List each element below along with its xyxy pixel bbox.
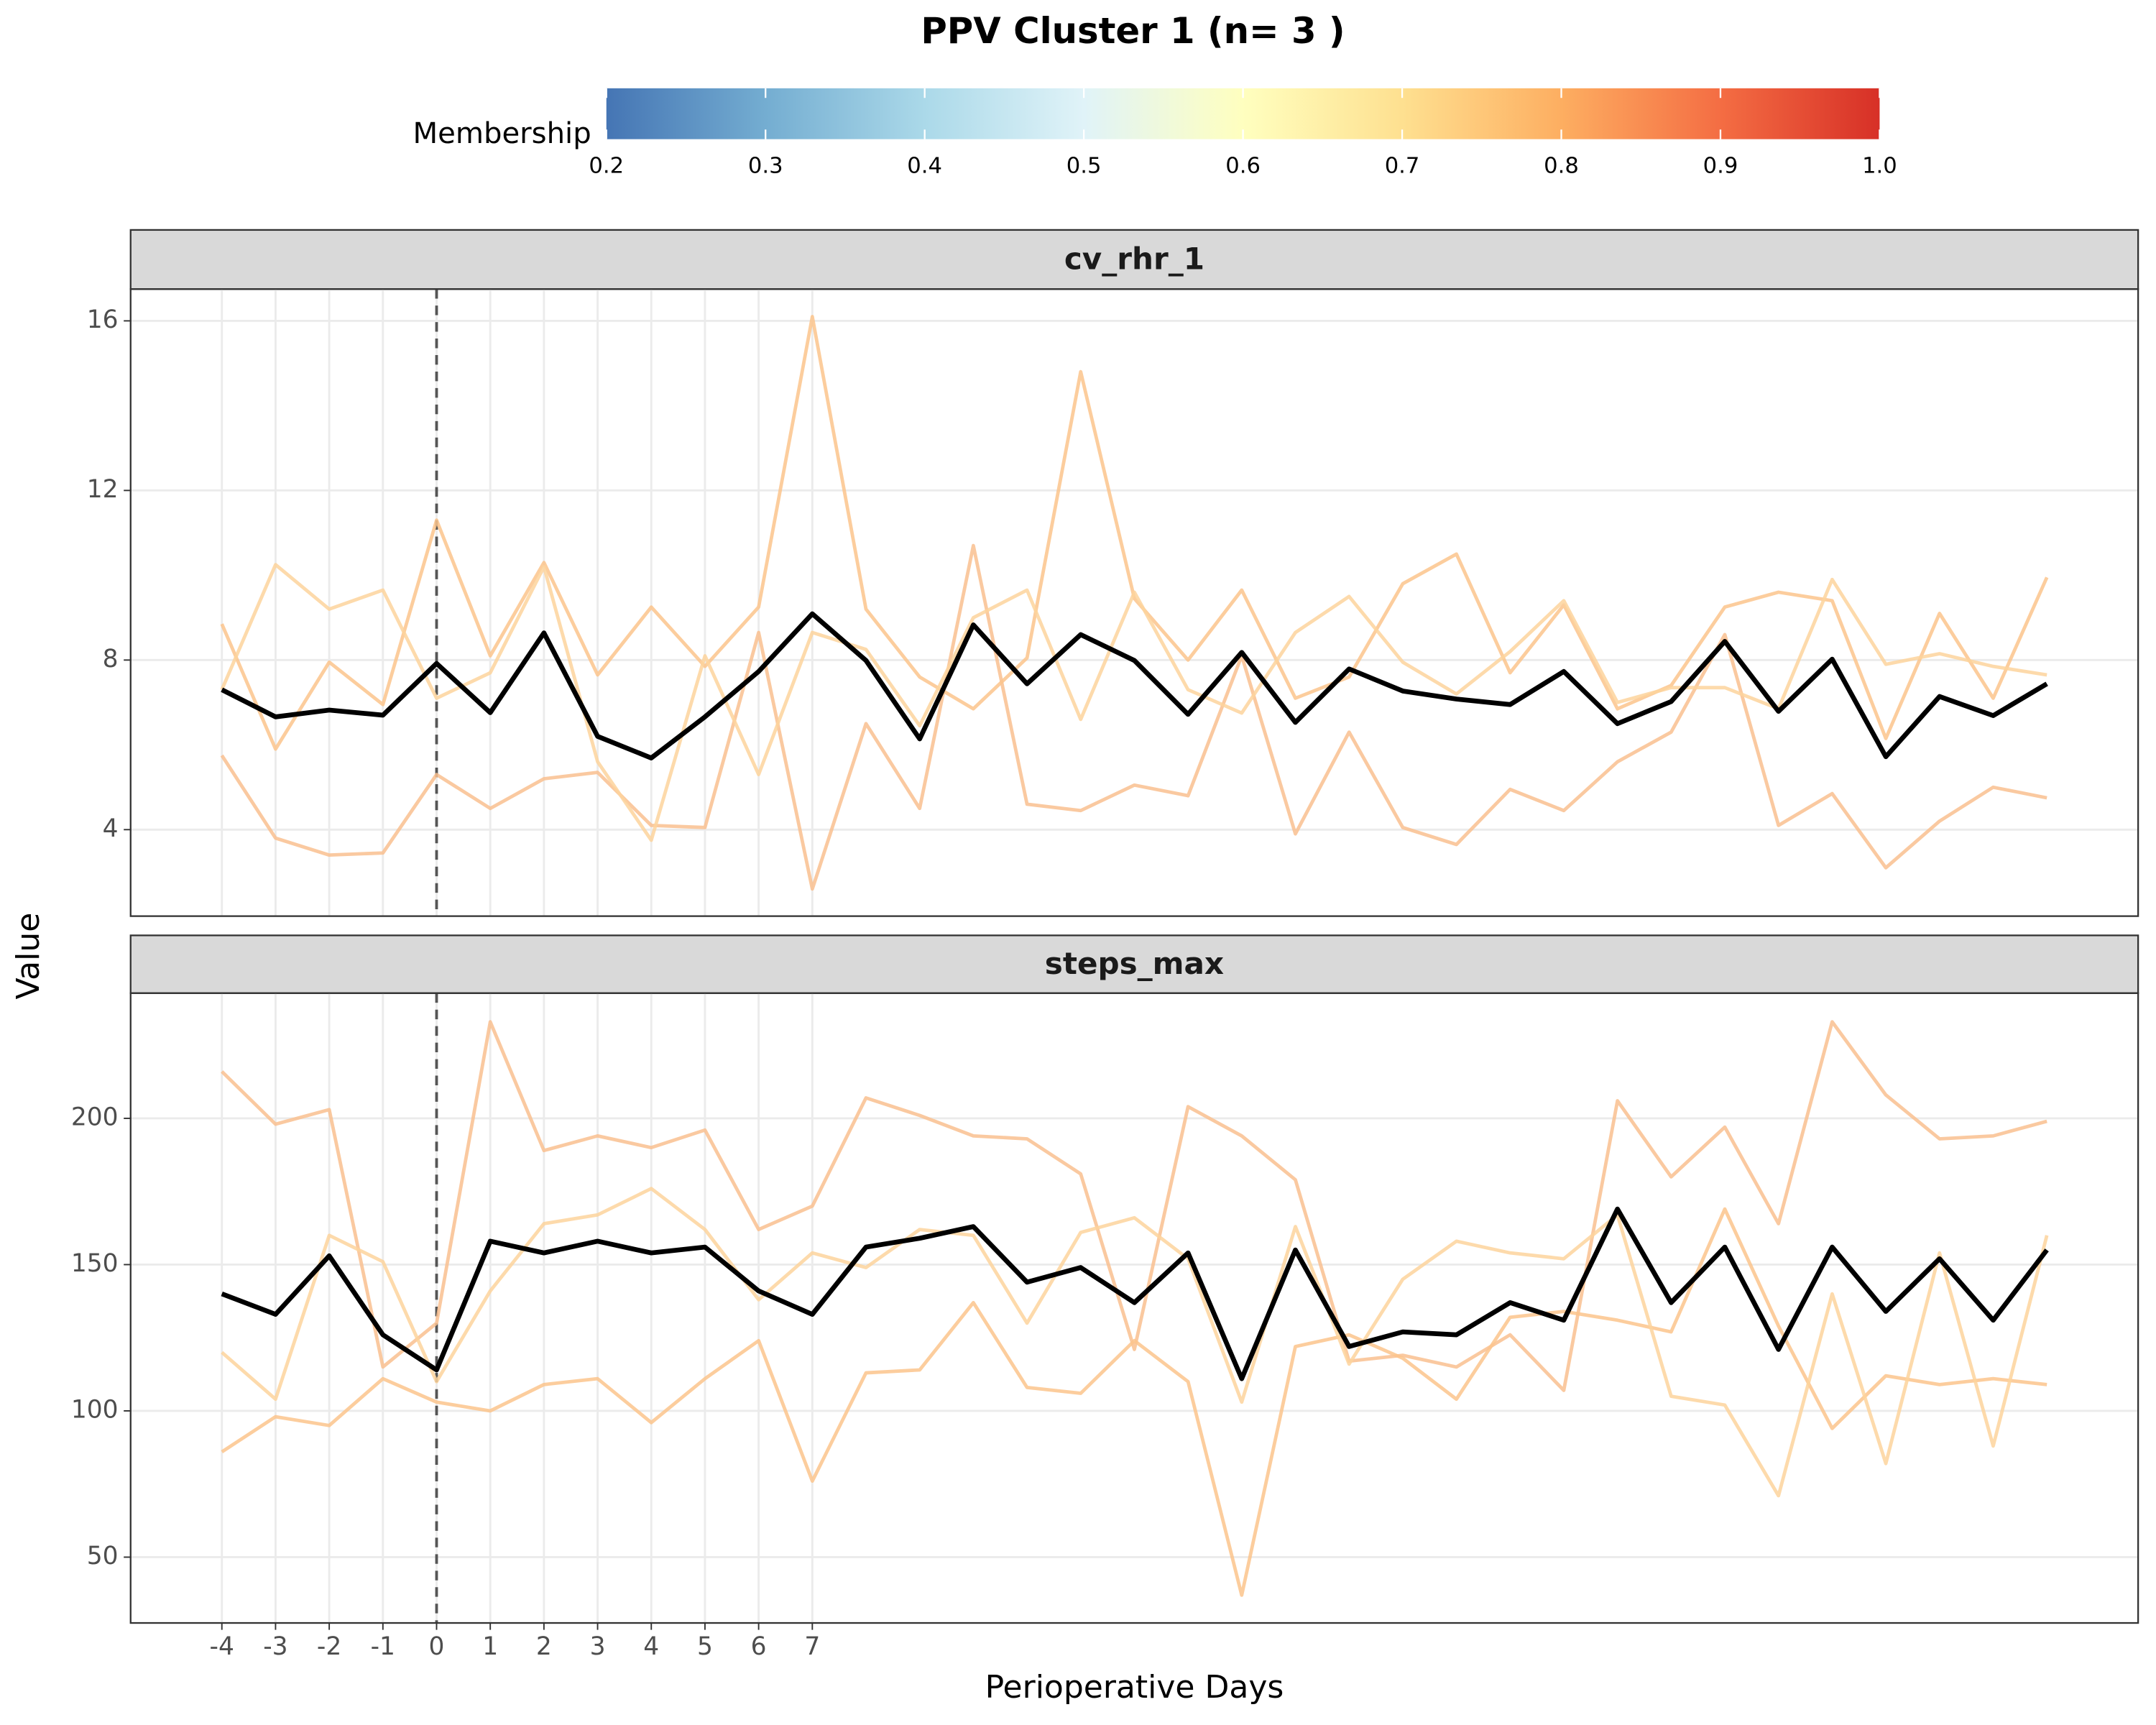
panel-title: cv_rhr_1 — [1064, 241, 1204, 276]
chart-title: PPV Cluster 1 (n= 3 ) — [921, 10, 1345, 52]
y-tick-label: 100 — [71, 1395, 119, 1424]
colorbar-tick-label: 0.5 — [1067, 153, 1102, 178]
x-tick-label: 5 — [697, 1632, 713, 1661]
x-tick-label: 7 — [804, 1632, 820, 1661]
y-axis-label: Value — [10, 913, 47, 1000]
panel-border — [129, 288, 2139, 917]
colorbar-tick-label: 1.0 — [1862, 153, 1897, 178]
x-tick-label: 6 — [751, 1632, 767, 1661]
colorbar-tick-label: 0.9 — [1703, 153, 1738, 178]
panel-title: steps_max — [1045, 946, 1224, 981]
x-tick-label: 2 — [536, 1632, 552, 1661]
panel-border — [129, 992, 2139, 1624]
colorbar-tick-label: 0.8 — [1544, 153, 1579, 178]
line — [220, 315, 2049, 751]
x-tick-label: 0 — [429, 1632, 445, 1661]
y-tick-label: 200 — [71, 1103, 119, 1131]
strip — [129, 229, 2139, 290]
y-tick-label: 16 — [87, 305, 119, 334]
y-tick-label: 50 — [87, 1542, 119, 1570]
colorbar-tick-label: 0.4 — [907, 153, 942, 178]
x-tick-label: 4 — [643, 1632, 659, 1661]
line — [221, 1020, 2047, 1392]
colorbar-tick-label: 0.2 — [589, 153, 624, 178]
x-tick-label: -4 — [210, 1632, 234, 1661]
x-tick-label: -2 — [317, 1632, 341, 1661]
x-tick-label: -3 — [263, 1632, 287, 1661]
x-tick-label: -1 — [371, 1632, 395, 1661]
y-tick-label: 150 — [71, 1249, 119, 1278]
colorbar-tick-label: 0.7 — [1385, 153, 1420, 178]
line — [220, 563, 2047, 842]
colorbar-tick-label: 0.3 — [748, 153, 783, 178]
y-tick-label: 8 — [103, 645, 119, 673]
line — [221, 1206, 2049, 1381]
strip — [129, 934, 2139, 994]
y-tick-label: 12 — [87, 475, 119, 504]
line — [221, 1207, 2047, 1597]
x-axis-label: Perioperative Days — [985, 1669, 1284, 1706]
legend-title: Membership — [413, 117, 591, 150]
line — [220, 543, 2047, 891]
y-tick-label: 4 — [103, 814, 119, 843]
line — [221, 611, 2048, 760]
colorbar-tick-label: 0.6 — [1225, 153, 1261, 178]
x-tick-label: 1 — [482, 1632, 498, 1661]
line — [221, 1187, 2049, 1498]
x-tick-label: 3 — [590, 1632, 606, 1661]
